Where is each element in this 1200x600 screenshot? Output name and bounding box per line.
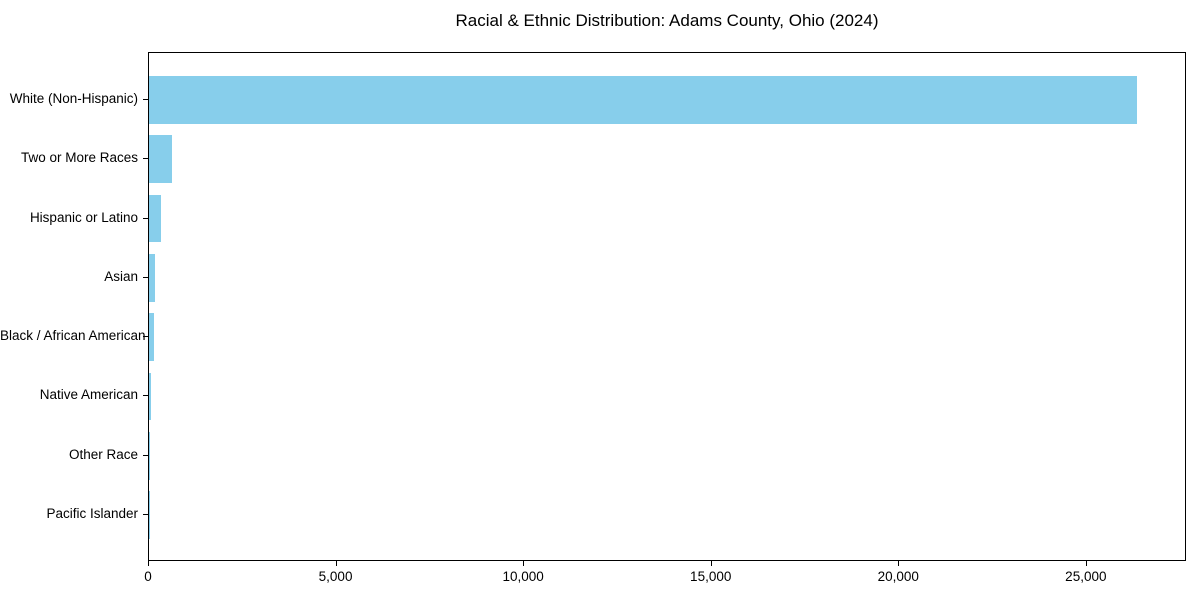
chart-title: Racial & Ethnic Distribution: Adams Coun… bbox=[455, 11, 879, 30]
x-tick-label: 5,000 bbox=[318, 569, 353, 584]
y-tick-label: Other Race bbox=[68, 446, 138, 462]
y-tick-mark bbox=[143, 218, 148, 219]
bar bbox=[149, 372, 151, 421]
bar bbox=[149, 76, 1138, 124]
y-tick-mark bbox=[143, 514, 148, 515]
plot-area bbox=[148, 52, 1186, 561]
bar bbox=[149, 254, 155, 302]
y-tick-mark bbox=[143, 158, 148, 159]
y-tick-label: Asian bbox=[104, 268, 138, 284]
x-tick-label: 10,000 bbox=[502, 569, 544, 584]
x-tick-label: 25,000 bbox=[1065, 569, 1107, 584]
bar bbox=[149, 313, 155, 361]
y-tick-mark bbox=[143, 336, 148, 337]
x-tick-mark bbox=[711, 561, 712, 566]
y-tick-mark bbox=[143, 99, 148, 100]
x-tick-mark bbox=[523, 561, 524, 566]
bar bbox=[149, 135, 172, 183]
y-tick-label: Hispanic or Latino bbox=[29, 209, 138, 225]
y-tick-label: Black / African American bbox=[0, 328, 146, 344]
y-tick-label: Pacific Islander bbox=[46, 506, 138, 522]
bar bbox=[149, 432, 150, 480]
x-tick-mark bbox=[148, 561, 149, 566]
y-tick-label: White (Non-Hispanic) bbox=[9, 90, 138, 106]
x-tick-mark bbox=[336, 561, 337, 566]
x-tick-label: 20,000 bbox=[877, 569, 919, 584]
y-tick-label: Two or More Races bbox=[20, 150, 138, 166]
y-tick-mark bbox=[143, 395, 148, 396]
y-tick-mark bbox=[143, 455, 148, 456]
x-tick-label: 0 bbox=[144, 569, 152, 584]
y-tick-mark bbox=[143, 277, 148, 278]
x-tick-mark bbox=[898, 561, 899, 566]
y-tick-label: Native American bbox=[39, 387, 138, 403]
bar bbox=[149, 194, 161, 243]
x-tick-mark bbox=[1086, 561, 1087, 566]
x-tick-label: 15,000 bbox=[690, 569, 732, 584]
